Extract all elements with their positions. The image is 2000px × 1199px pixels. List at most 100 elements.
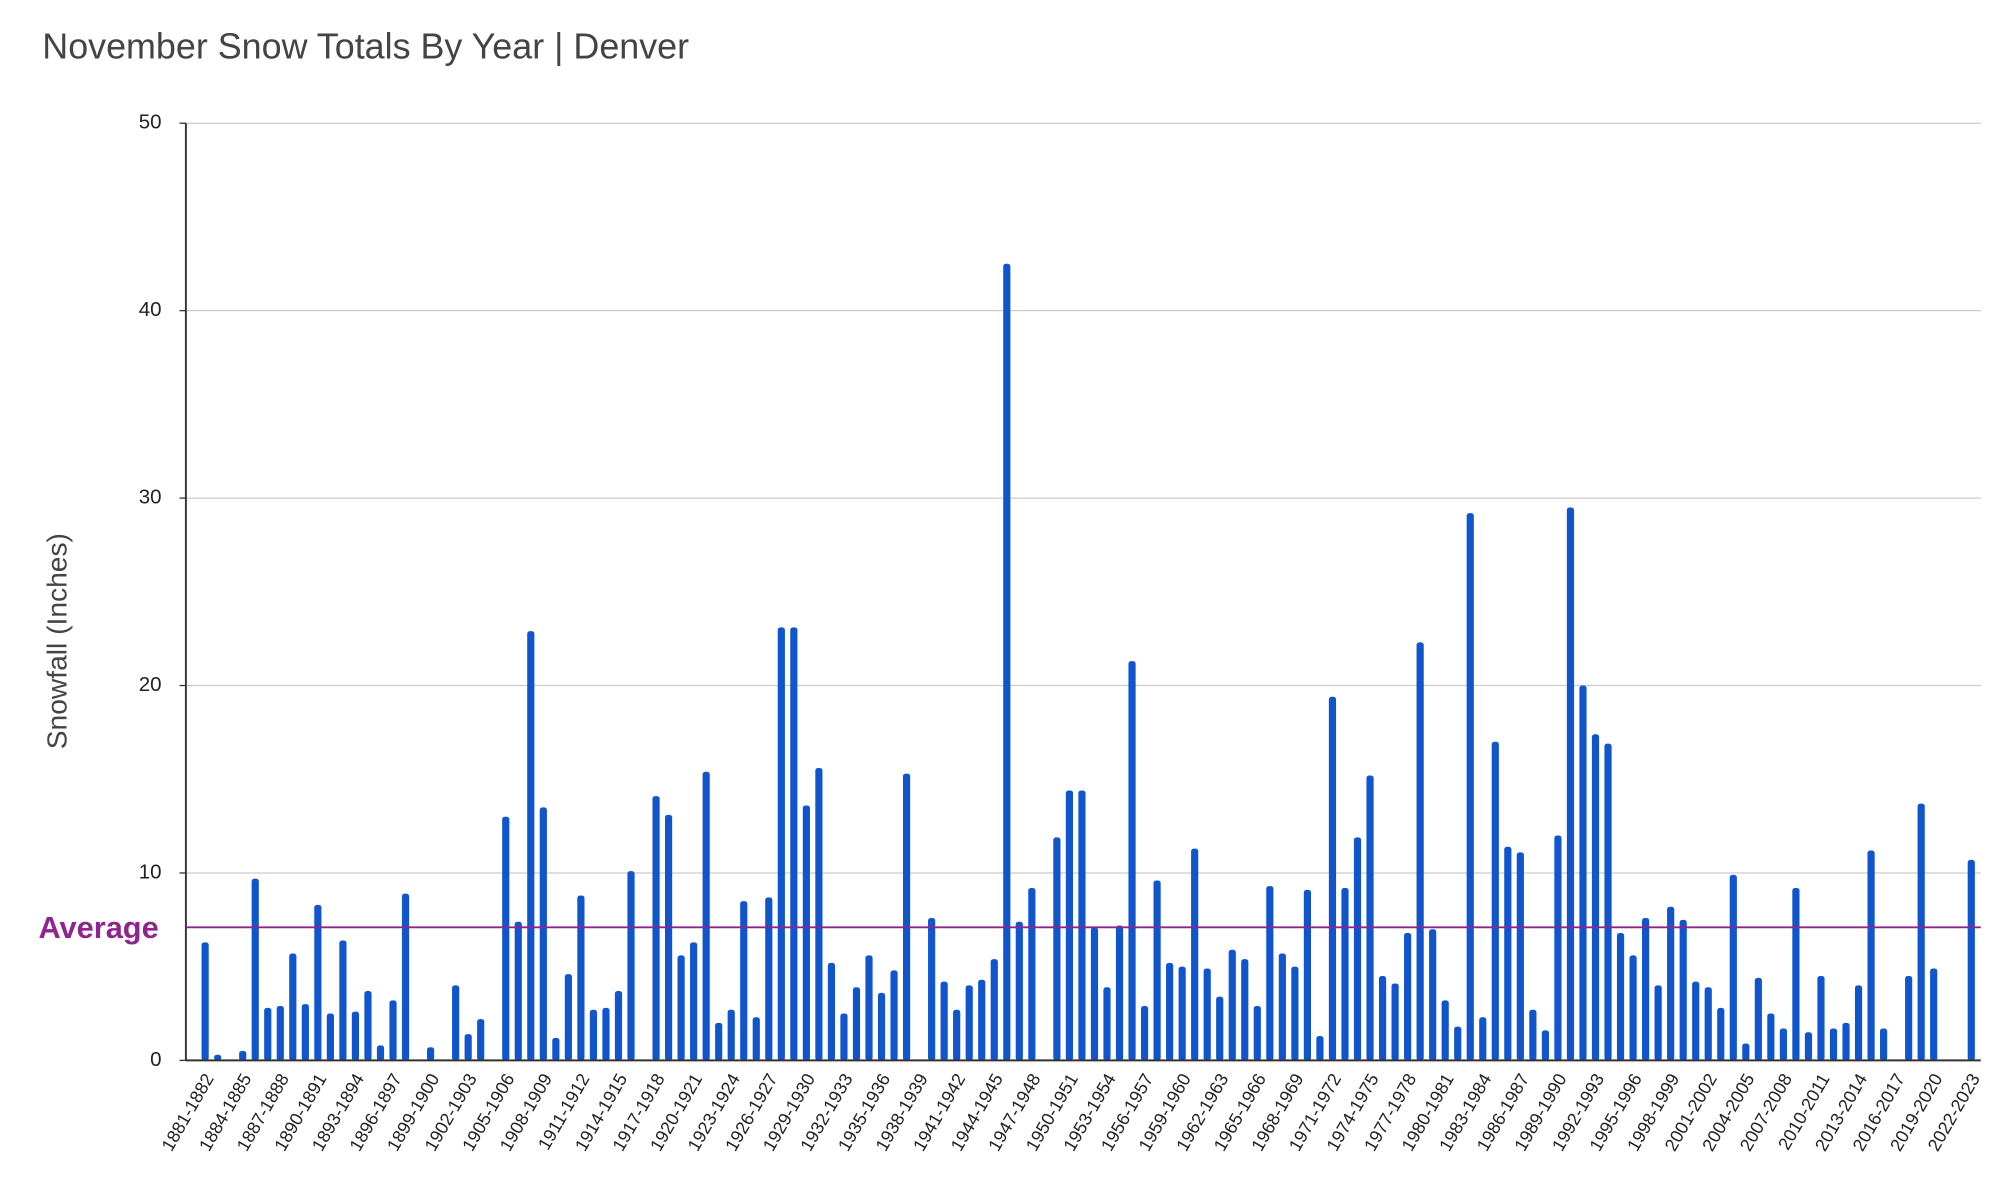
bar: [664, 814, 673, 1061]
bar: [978, 979, 986, 1061]
bar: [1704, 987, 1712, 1061]
bar: [1842, 1022, 1850, 1061]
bar: [1516, 852, 1524, 1061]
bar: [1404, 932, 1412, 1061]
bar: [1028, 887, 1036, 1061]
bar: [1679, 919, 1687, 1061]
bar: [765, 897, 773, 1061]
bar: [539, 807, 547, 1061]
bar: [464, 1034, 472, 1061]
bar: [389, 1000, 397, 1061]
bar: [1616, 932, 1625, 1061]
bar: [1140, 1006, 1149, 1061]
bar: [577, 895, 585, 1061]
bar: [1967, 859, 1975, 1061]
bar: [1905, 976, 1913, 1061]
bar: [239, 1051, 247, 1061]
bar: [527, 631, 535, 1061]
bar: [1792, 887, 1800, 1061]
bar: [1491, 741, 1499, 1061]
bar: [1604, 743, 1612, 1061]
bar: [1166, 962, 1174, 1061]
bar: [752, 1017, 760, 1061]
bar: [364, 991, 372, 1061]
bar: [564, 974, 572, 1061]
bar: [953, 1009, 961, 1061]
bar: [1754, 977, 1762, 1061]
bar: [351, 1011, 360, 1061]
bar: [902, 773, 911, 1061]
bar: [1579, 685, 1587, 1061]
bar: [1767, 1013, 1775, 1061]
bar: [276, 1006, 284, 1061]
bar: [1078, 790, 1086, 1061]
bar: [314, 904, 322, 1061]
bar: [1930, 968, 1938, 1061]
bar: [852, 987, 861, 1061]
bar: [840, 1013, 848, 1061]
bar: [552, 1037, 560, 1061]
y-tick-label: 50: [139, 111, 162, 134]
bar: [1566, 507, 1575, 1061]
bar: [514, 921, 522, 1061]
bar: [477, 1019, 485, 1061]
bar: [990, 959, 998, 1061]
bar: [1341, 887, 1349, 1061]
bar: [251, 878, 259, 1061]
bar: [1541, 1030, 1549, 1061]
bar: [727, 1009, 735, 1061]
bar: [602, 1007, 610, 1061]
average-label: Average: [38, 910, 158, 945]
bar: [326, 1013, 334, 1061]
bar: [427, 1047, 435, 1061]
bar: [1378, 976, 1387, 1061]
bar: [1667, 906, 1675, 1061]
bar: [401, 893, 410, 1061]
bar: [1742, 1043, 1750, 1061]
bar: [1717, 1007, 1725, 1061]
bar: [965, 985, 973, 1061]
bar: [589, 1009, 598, 1061]
bar: [1554, 835, 1562, 1061]
bar: [1090, 927, 1099, 1061]
bar: [502, 816, 510, 1061]
bar: [1228, 949, 1236, 1061]
bar: [1153, 880, 1161, 1061]
bar: [1441, 1000, 1449, 1061]
bar: [1416, 642, 1424, 1061]
bar: [1817, 976, 1825, 1061]
bar: [1917, 803, 1925, 1061]
bar: [1253, 1006, 1261, 1061]
bar: [1128, 661, 1136, 1061]
bar: [1854, 985, 1863, 1061]
bar: [1178, 966, 1186, 1061]
bar: [1203, 968, 1211, 1061]
bar: [1779, 1028, 1787, 1061]
y-tick-label: 40: [139, 298, 162, 321]
bar: [1466, 513, 1474, 1061]
bar: [1629, 955, 1637, 1061]
y-tick-label: 0: [150, 1048, 161, 1071]
bar: [1804, 1032, 1813, 1061]
bar: [1191, 848, 1199, 1061]
bar: [1692, 981, 1700, 1061]
bar: [690, 942, 698, 1061]
bar: [802, 805, 810, 1061]
bar: [1829, 1028, 1838, 1061]
bar: [301, 1004, 309, 1061]
bar: [740, 901, 748, 1061]
bar: [1454, 1026, 1462, 1061]
bar: [865, 955, 873, 1061]
bar: [1880, 1028, 1888, 1061]
bar: [614, 991, 623, 1061]
bar: [790, 627, 798, 1061]
bar: [1291, 966, 1299, 1061]
bar: [1353, 837, 1362, 1061]
bar: [1328, 696, 1337, 1061]
bar: [1366, 775, 1374, 1061]
bar: [827, 962, 836, 1061]
bar: [890, 970, 898, 1061]
bar: [1303, 889, 1311, 1061]
bar: [1053, 837, 1061, 1061]
